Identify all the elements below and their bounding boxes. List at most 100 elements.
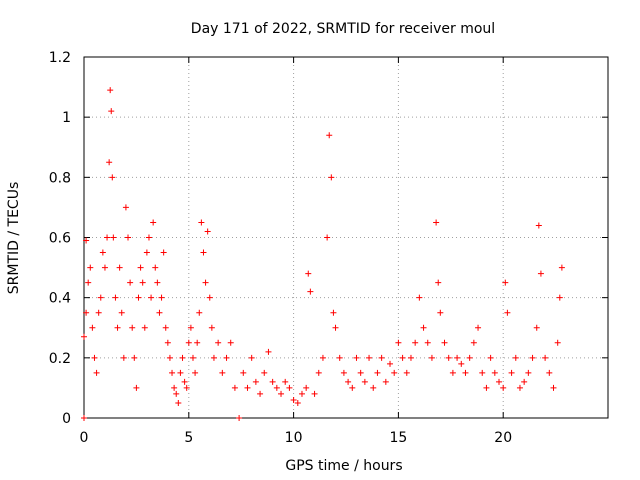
data-point <box>303 384 310 391</box>
y-tick-label: 0.6 <box>49 231 71 247</box>
data-point <box>133 384 140 391</box>
data-point <box>145 234 152 241</box>
x-tick-label: 20 <box>494 430 512 446</box>
x-tick-label: 15 <box>389 430 407 446</box>
data-point <box>215 339 222 346</box>
data-point <box>198 219 205 226</box>
data-point <box>125 234 132 241</box>
data-point <box>319 354 326 361</box>
data-point <box>81 333 87 340</box>
data-point <box>154 279 161 286</box>
data-point <box>340 369 347 376</box>
data-point <box>85 279 92 286</box>
data-point <box>208 324 215 331</box>
data-point <box>558 264 565 271</box>
data-point <box>286 384 293 391</box>
data-point <box>171 384 178 391</box>
data-point <box>435 279 442 286</box>
x-tick-label: 0 <box>80 430 89 446</box>
data-point <box>175 399 182 406</box>
data-point <box>81 415 87 421</box>
data-point <box>127 279 134 286</box>
data-point <box>516 384 523 391</box>
data-point <box>83 309 90 316</box>
data-point <box>99 249 106 256</box>
data-point <box>556 294 563 301</box>
data-point <box>150 219 157 226</box>
data-point <box>433 219 440 226</box>
data-point <box>529 354 536 361</box>
data-point <box>116 264 123 271</box>
data-point <box>219 369 226 376</box>
data-point <box>97 294 104 301</box>
data-point <box>166 354 173 361</box>
data-point <box>466 354 473 361</box>
data-point <box>122 204 129 211</box>
data-point <box>187 324 194 331</box>
data-point <box>204 228 211 235</box>
data-point <box>336 354 343 361</box>
data-point <box>282 378 289 385</box>
data-point <box>353 354 360 361</box>
data-point <box>162 324 169 331</box>
x-axis-label: GPS time / hours <box>285 458 402 474</box>
data-point <box>183 384 190 391</box>
data-point <box>261 369 268 376</box>
data-point <box>112 294 119 301</box>
data-point <box>546 369 553 376</box>
data-point <box>173 390 180 397</box>
axes: 0 0.2 0.4 0.6 0.8 1 1.2 0 5 10 15 20 <box>49 50 608 446</box>
data-point <box>273 384 280 391</box>
data-point <box>508 369 515 376</box>
data-point <box>129 324 136 331</box>
data-point <box>139 279 146 286</box>
data-point <box>502 279 509 286</box>
data-point <box>294 399 301 406</box>
x-tick-label: 10 <box>285 430 303 446</box>
data-point <box>257 390 264 397</box>
data-point <box>504 309 511 316</box>
data-point <box>487 354 494 361</box>
data-point <box>533 324 540 331</box>
data-point <box>135 294 142 301</box>
data-point <box>91 354 98 361</box>
data-point <box>349 384 356 391</box>
data-point <box>512 354 519 361</box>
data-point <box>89 324 96 331</box>
data-point <box>428 354 435 361</box>
data-point <box>298 390 305 397</box>
data-point <box>269 378 276 385</box>
data-point <box>305 270 312 277</box>
data-point <box>106 159 113 166</box>
data-point <box>475 324 482 331</box>
data-point <box>108 108 115 115</box>
data-point <box>177 369 184 376</box>
data-point <box>101 264 108 271</box>
y-tick-label: 0 <box>62 411 71 427</box>
data-point <box>231 384 238 391</box>
data-point <box>479 369 486 376</box>
data-point <box>491 369 498 376</box>
data-point <box>328 174 335 181</box>
data-point <box>382 378 389 385</box>
y-axis-label: SRMTID / TECUs <box>6 182 22 295</box>
data-point <box>160 249 167 256</box>
data-point <box>202 279 209 286</box>
data-points <box>81 87 565 421</box>
data-point <box>366 354 373 361</box>
data-point <box>93 369 100 376</box>
data-point <box>95 309 102 316</box>
y-tick-label: 0.4 <box>49 291 71 307</box>
data-point <box>407 354 414 361</box>
data-point <box>311 390 318 397</box>
data-point <box>315 369 322 376</box>
data-point <box>395 339 402 346</box>
data-point <box>196 309 203 316</box>
data-point <box>500 384 507 391</box>
data-point <box>470 339 477 346</box>
data-point <box>248 354 255 361</box>
data-point <box>120 354 127 361</box>
data-point <box>458 360 465 367</box>
data-point <box>179 354 186 361</box>
